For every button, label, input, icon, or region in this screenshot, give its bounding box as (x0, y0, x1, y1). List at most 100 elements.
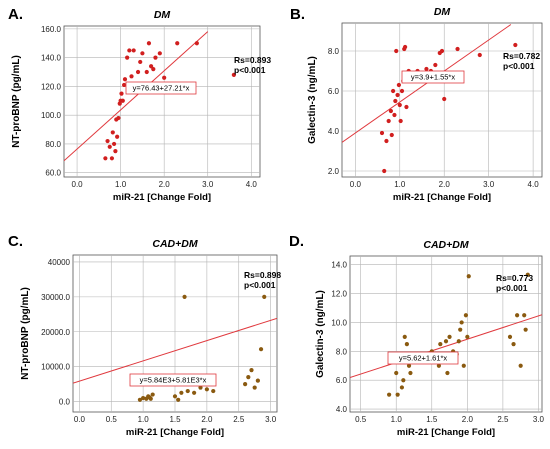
y-tick-label: 120.0 (41, 82, 62, 91)
data-point (137, 397, 143, 402)
data-point (194, 41, 199, 46)
data-point (461, 363, 466, 368)
panel-label: A. (8, 6, 23, 23)
x-tick-label: 3.0 (265, 415, 277, 424)
y-axis-label: Galectin-3 (ng/mL) (307, 56, 318, 144)
y-tick-label: 14.0 (331, 261, 347, 270)
data-point (115, 134, 120, 139)
data-point (192, 390, 197, 395)
data-point (463, 313, 469, 318)
data-point (141, 395, 146, 401)
data-point (395, 392, 400, 397)
data-point (179, 390, 184, 395)
y-tick-label: 8.0 (328, 47, 340, 56)
data-point (404, 104, 409, 110)
data-point (185, 388, 190, 394)
plot-frame (341, 22, 543, 178)
y-tick-label: 100.0 (41, 111, 62, 120)
chart-panel-4: 0.5 1.0 1.5 2.0 2.5 3.0 4.0 6.0 8.0 10.0 12.0 14.0 y… (289, 233, 545, 438)
data-point (515, 313, 520, 318)
y-tick-label: 80.0 (45, 140, 61, 149)
x-tick-label: 1.0 (115, 180, 127, 189)
data-point (459, 320, 464, 325)
stat-label: Rs=0.773 (496, 273, 533, 283)
equation-box (387, 351, 459, 365)
x-tick-label: 2.5 (233, 415, 245, 424)
data-point (404, 342, 409, 347)
chart-panel-3: 0.0 0.5 1.0 1.5 2.0 2.5 3.0 0.0 10000.0 20000.0 30… (8, 233, 281, 438)
data-point (243, 381, 248, 387)
plot-frame (63, 25, 261, 178)
data-point (116, 115, 121, 121)
y-tick-label: 10000.0 (41, 363, 70, 372)
data-point (140, 51, 145, 56)
data-point (511, 342, 516, 347)
y-tick-label: 20000.0 (41, 328, 70, 337)
data-point (131, 48, 136, 53)
y-tick-label: 6.0 (328, 87, 340, 96)
data-point (135, 69, 141, 75)
chart-title: CAD+DM (152, 238, 197, 250)
data-point (249, 368, 254, 373)
data-point (176, 397, 181, 402)
data-point (204, 387, 209, 392)
data-point (387, 392, 392, 397)
y-tick-label: 4.0 (336, 405, 348, 414)
x-tick-label: 1.5 (169, 415, 181, 424)
data-point (122, 82, 127, 88)
data-point (455, 46, 460, 52)
x-tick-label: 1.0 (394, 180, 406, 189)
chart-title: DM (434, 6, 451, 18)
data-point (401, 378, 406, 383)
data-point (150, 392, 155, 397)
data-point (138, 59, 143, 65)
data-point (438, 342, 443, 347)
y-tick-label: 6.0 (336, 376, 348, 385)
data-point (518, 363, 523, 368)
data-point (113, 149, 118, 154)
data-point (525, 272, 530, 277)
data-point (119, 91, 124, 96)
data-point (465, 334, 470, 339)
regression-equation: y=5.84E3+5.81E3*x (140, 376, 207, 385)
x-axis-label: miR-21 [Change Fold] (113, 192, 211, 203)
data-point (262, 294, 267, 299)
data-point (211, 388, 216, 394)
x-tick-label: 2.0 (201, 415, 213, 424)
data-point (379, 130, 385, 136)
equation-box (129, 373, 217, 387)
x-tick-label: 0.5 (355, 415, 367, 424)
data-point (443, 339, 449, 344)
data-point (386, 118, 391, 124)
y-axis-label: Galectin-3 (ng/mL) (315, 290, 326, 378)
chart-title: CAD+DM (423, 239, 468, 251)
y-tick-label: 0.0 (59, 398, 71, 407)
data-point (523, 327, 528, 332)
stat-label: Rs=0.893 (234, 55, 271, 65)
data-point (406, 363, 412, 368)
data-point (398, 118, 403, 124)
data-point (110, 130, 115, 135)
plot-area (73, 294, 277, 402)
data-point (144, 69, 149, 75)
data-point (255, 378, 260, 383)
data-point (399, 385, 405, 390)
regression-equation: y=3.9+1.55*x (411, 73, 455, 82)
regression-equation: y=5.62+1.61*x (399, 354, 448, 363)
data-point (122, 77, 128, 82)
equation-box (401, 70, 465, 84)
x-axis-label: miR-21 [Change Fold] (126, 427, 224, 438)
x-axis-label: miR-21 [Change Fold] (397, 427, 495, 438)
x-tick-label: 0.0 (72, 180, 84, 189)
stat-label: p<0.001 (234, 65, 266, 75)
data-point (149, 64, 154, 69)
chart-title: DM (154, 9, 171, 21)
data-point (389, 132, 394, 138)
x-axis-label: miR-21 [Change Fold] (393, 192, 491, 203)
data-point (392, 112, 397, 118)
data-point (394, 48, 399, 54)
data-point (157, 51, 162, 56)
x-tick-label: 2.0 (159, 180, 171, 189)
chart-panel-1: 0.0 1.0 2.0 3.0 4.0 60.0 80.0 100.0 120.0 140.0 16… (8, 6, 271, 203)
